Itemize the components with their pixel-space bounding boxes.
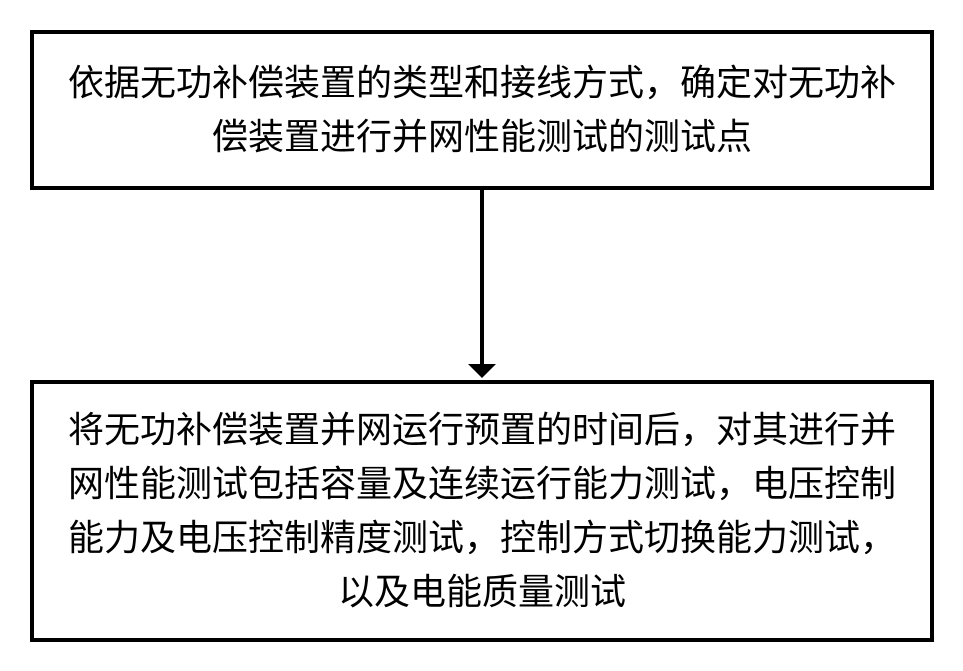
flow-node-2: 将无功补偿装置并网运行预置的时间后，对其进行并网性能测试包括容量及连续运行能力测…	[30, 380, 934, 642]
flow-node-2-text: 将无功补偿装置并网运行预置的时间后，对其进行并网性能测试包括容量及连续运行能力测…	[62, 403, 902, 619]
flow-arrow-shaft	[480, 190, 484, 364]
flow-arrow-head-icon	[468, 364, 496, 378]
flowchart-canvas: 依据无功补偿装置的类型和接线方式，确定对无功补偿装置进行并网性能测试的测试点 将…	[0, 0, 963, 671]
flow-node-1: 依据无功补偿装置的类型和接线方式，确定对无功补偿装置进行并网性能测试的测试点	[30, 30, 934, 190]
flow-node-1-text: 依据无功补偿装置的类型和接线方式，确定对无功补偿装置进行并网性能测试的测试点	[62, 56, 902, 164]
